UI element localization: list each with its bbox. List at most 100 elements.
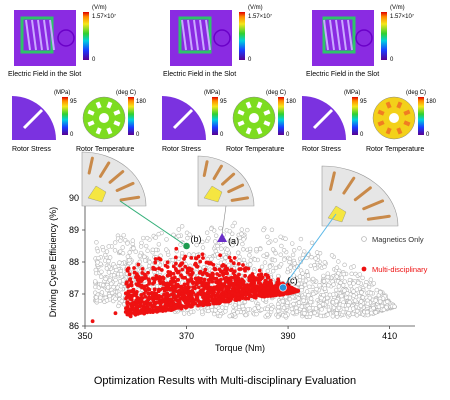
multi-point [147, 296, 152, 301]
magnetics-point [280, 299, 285, 304]
magnetics-point [107, 293, 112, 299]
magnetics-point [351, 264, 356, 269]
magnet-slot [377, 109, 385, 116]
y-tick-label: 90 [69, 193, 79, 203]
magnetics-point [179, 251, 185, 256]
conductor-bar [187, 19, 193, 51]
magnetics-point [313, 256, 318, 261]
multi-point [266, 286, 271, 291]
multi-point [243, 292, 248, 297]
multi-point [262, 287, 266, 292]
magnetics-point [322, 286, 328, 291]
stress-temp-panel-1: (MPa)95 0 Rotor Stress (deg C)180 0 Rotor Tem… [12, 90, 147, 153]
magnetics-point [106, 270, 112, 275]
magnetics-point [313, 266, 318, 271]
magnetics-point [302, 282, 308, 288]
magnetics-point [259, 264, 265, 270]
multi-point [146, 291, 150, 296]
magnetics-point [194, 270, 199, 275]
stress-caption: Rotor Stress [162, 146, 201, 153]
magnetics-point [298, 236, 304, 242]
magnetics-point [357, 272, 362, 277]
multi-point [215, 293, 220, 298]
magnetics-point [99, 269, 104, 274]
magnet-slot [106, 101, 113, 109]
multi-point [218, 253, 223, 258]
magnetics-point [254, 247, 259, 252]
multi-point [220, 285, 225, 289]
magnetics-point [176, 233, 181, 239]
magnetics-point [113, 264, 118, 270]
magnet-slot [237, 109, 245, 116]
magnetics-point [306, 293, 311, 298]
magnetics-point [334, 274, 339, 279]
field-colorbar-3 [381, 12, 387, 60]
multi-point [198, 278, 203, 283]
magnetics-point [371, 305, 376, 311]
multi-point [251, 288, 255, 292]
magnetics-point [309, 254, 314, 260]
magnetics-point [368, 277, 374, 282]
magnetics-point [363, 283, 368, 288]
conductor-bar [329, 19, 335, 51]
magnetics-point [206, 236, 211, 241]
magnetics-point [156, 242, 162, 247]
field-unit-1: (V/m) [92, 5, 107, 11]
magnetics-point [331, 282, 336, 287]
multi-point [128, 307, 133, 312]
legend-label-magnetics: Magnetics Only [372, 235, 424, 244]
magnetics-point [379, 303, 385, 309]
rotor-bar [87, 156, 94, 175]
multi-point [213, 300, 217, 305]
conductor-bar [335, 19, 341, 51]
multi-point [165, 281, 170, 286]
magnetics-point [299, 304, 305, 309]
magnetics-point [176, 227, 181, 232]
magnet-slot [263, 120, 271, 127]
magnetics-point [140, 235, 146, 241]
magnetics-point [106, 258, 111, 264]
magnetics-point [186, 252, 192, 257]
magnetics-point [95, 260, 100, 265]
magnetics-point [296, 300, 302, 305]
magnet-slot [385, 101, 392, 109]
multi-point [265, 275, 270, 280]
multi-point [184, 305, 189, 309]
multi-point [220, 271, 225, 275]
multi-point [140, 267, 145, 271]
multi-point [216, 297, 221, 301]
multi-point [133, 310, 138, 315]
multi-point [206, 298, 211, 302]
magnetics-point [321, 273, 326, 279]
point-a-label: (a) [228, 236, 239, 246]
magnetics-point [187, 232, 192, 237]
magnetics-point [179, 224, 185, 229]
rotor-bar [227, 183, 245, 194]
multi-point [159, 268, 164, 272]
stress-min: 0 [360, 132, 364, 138]
magnetics-point [322, 260, 327, 265]
multi-point [140, 277, 145, 282]
multi-point [207, 294, 212, 299]
magnet-slot [95, 127, 102, 135]
magnetics-point [304, 269, 310, 274]
conductor-bar [199, 19, 205, 51]
rotor-bar [328, 171, 336, 191]
multi-point [169, 292, 174, 297]
multi-point [241, 263, 245, 267]
magnetics-point [261, 227, 266, 233]
magnetics-point [133, 249, 138, 254]
multi-point [200, 272, 205, 277]
magnetics-point [378, 299, 383, 304]
magnetics-point [218, 225, 223, 231]
multi-point [189, 267, 194, 272]
temp-caption: Rotor Temperature [76, 146, 134, 153]
magnetics-point [308, 299, 313, 305]
multi-point [154, 305, 158, 310]
magnetics-point [94, 295, 99, 300]
magnetics-point [111, 284, 116, 290]
multi-point [227, 255, 232, 260]
magnetics-point [107, 255, 113, 260]
stress-unit: (MPa) [344, 90, 360, 96]
magnetics-point [125, 254, 131, 259]
